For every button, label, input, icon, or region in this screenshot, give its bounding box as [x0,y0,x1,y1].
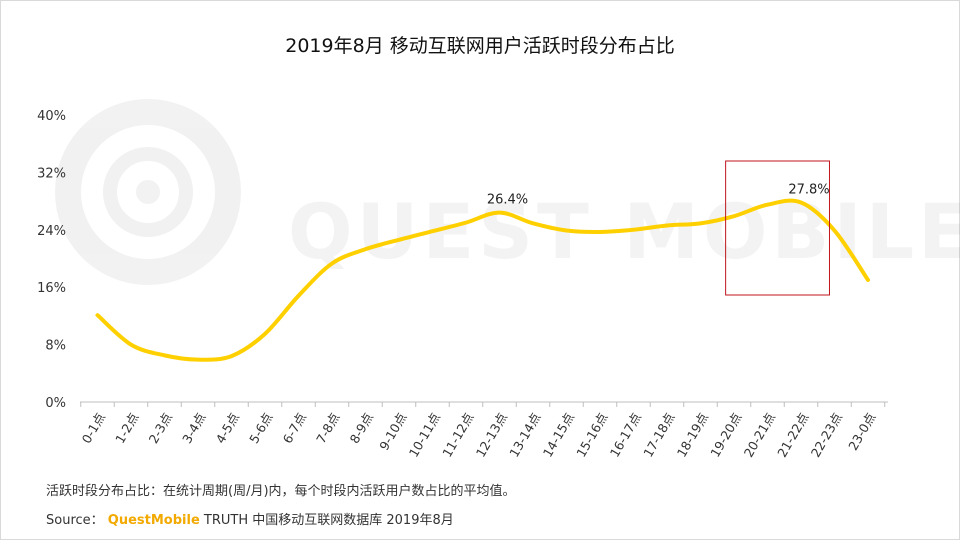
x-tick-label: 18-19点 [674,410,711,460]
chart-title: 2019年8月 移动互联网用户活跃时段分布占比 [285,35,675,57]
x-tick-label: 23-0点 [845,410,878,453]
data-labels: 26.4% 27.8% [487,183,830,208]
x-tick-label: 20-21点 [741,410,778,460]
series-line [95,198,870,362]
x-tick-label: 14-15点 [540,410,577,460]
y-tick-label: 32% [37,166,66,181]
x-tick-label: 17-18点 [640,410,677,460]
x-tick-label: 16-17点 [607,410,644,460]
x-tick-label: 6-7点 [280,410,309,446]
y-tick-label: 16% [37,281,66,296]
x-tick-label: 15-16点 [573,410,610,460]
x-tick-label: 11-12点 [439,410,476,460]
x-tick-label: 7-8点 [313,410,342,446]
x-tick-label: 2-3点 [146,410,175,446]
y-tick-label: 8% [45,339,66,354]
data-label: 27.8% [788,183,829,198]
y-tick-label: 0% [45,396,66,411]
highlight-box [725,160,830,296]
x-tick-label: 0-1点 [79,410,108,446]
x-tick-label: 8-9点 [347,410,376,446]
data-label: 26.4% [487,193,528,208]
y-axis: 0% 8% 16% 24% 32% 40% [37,109,66,411]
x-tick-label: 13-14点 [506,410,543,460]
footnote: 活跃时段分布占比：在统计周期(周/月)内，每个时段内活跃用户数占比的平均值。 [46,484,516,499]
x-tick-label: 12-13点 [473,410,510,460]
y-tick-label: 40% [37,109,66,124]
x-axis: 0-1点 1-2点 2-3点 3-4点 4-5点 5-6点 6-7点 7-8点 8-9点 9-10… [79,402,886,460]
x-tick-label: 1-2点 [112,410,141,446]
source-text: TRUTH 中国移动互联网数据库 2019年8月 [203,513,454,528]
x-tick-label: 9-10点 [376,410,409,453]
x-tick-label: 5-6点 [246,410,275,446]
x-tick-label: 4-5点 [213,410,242,446]
x-tick-label: 22-23点 [808,410,845,460]
x-tick-label: 3-4点 [179,410,208,446]
source-brand: QuestMobile [107,513,200,528]
x-tick-label: 10-11点 [406,410,443,460]
y-tick-label: 24% [37,224,66,239]
x-tick-label: 21-22点 [774,410,811,460]
data-points [96,201,871,362]
source-line: Source： QuestMobile TRUTH 中国移动互联网数据库 201… [46,509,454,528]
x-tick-label: 19-20点 [707,410,744,460]
source-label: Source： [46,513,104,528]
